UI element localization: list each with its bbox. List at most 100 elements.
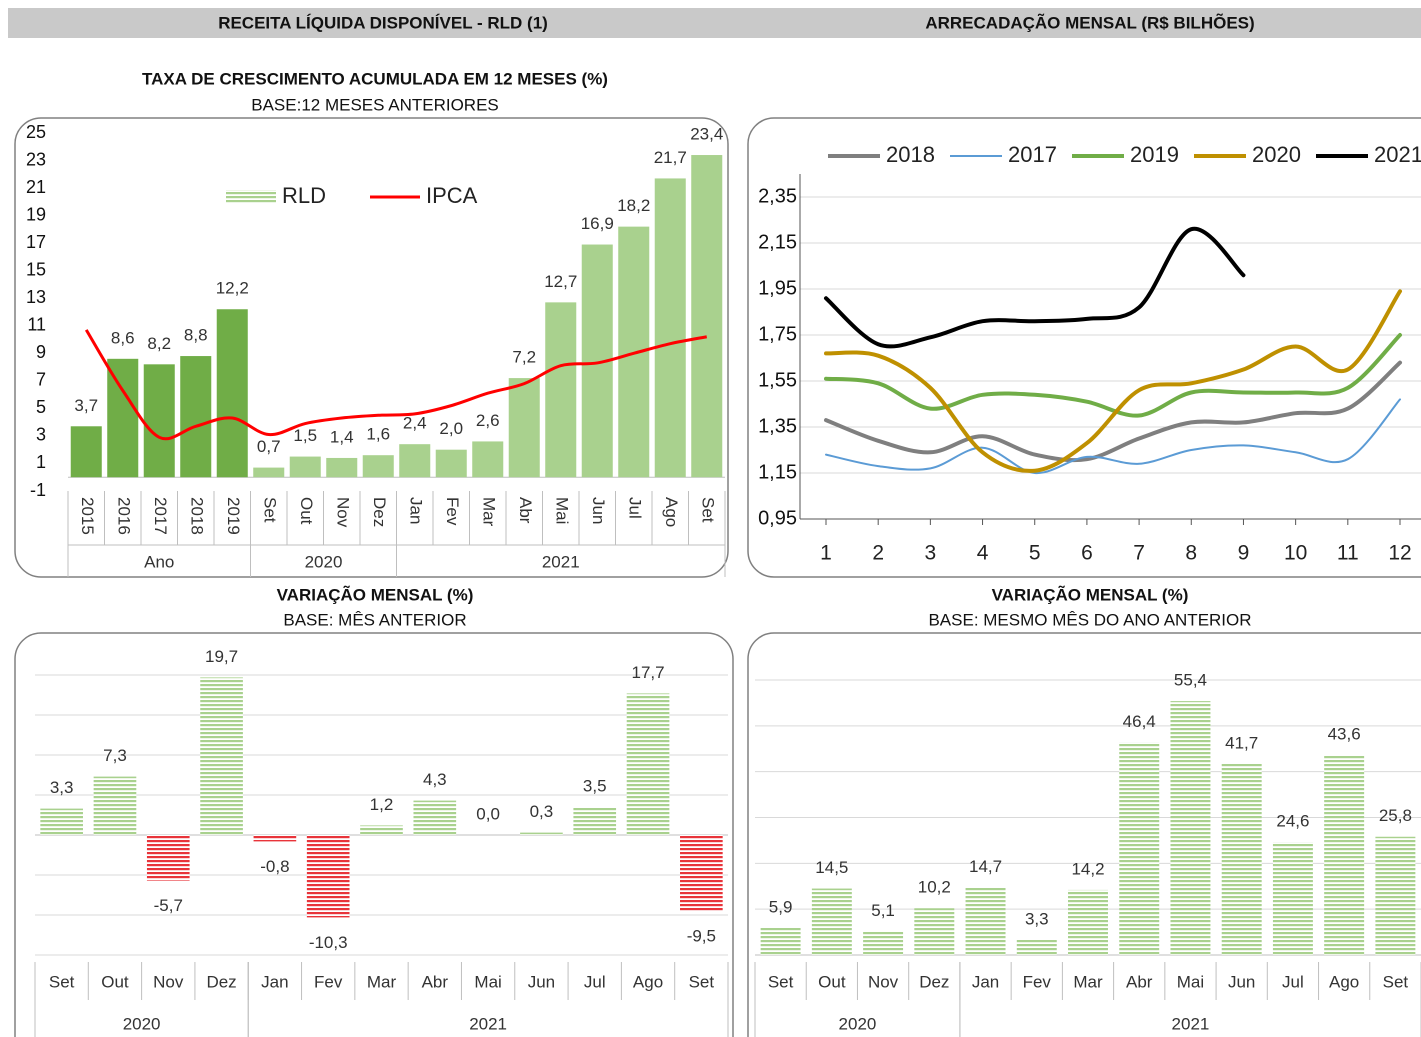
x-tick-label: Out xyxy=(297,497,316,525)
bar xyxy=(573,807,617,835)
x-tick-label: Dez xyxy=(919,972,949,991)
bar xyxy=(914,908,955,955)
bar xyxy=(863,931,904,955)
bar xyxy=(253,467,285,478)
header-bar xyxy=(8,8,1421,38)
data-label: 0,7 xyxy=(257,437,281,456)
x-tick-label: 2017 xyxy=(151,497,170,535)
x-tick-label: Ago xyxy=(1329,972,1359,991)
y-tick-label: 1,55 xyxy=(758,369,797,391)
data-label: -0,8 xyxy=(260,857,289,876)
x-tick-label: Abr xyxy=(1126,972,1153,991)
x-tick-label: Mai xyxy=(1177,972,1204,991)
x-tick-label: Dez xyxy=(370,497,389,527)
data-label: 21,7 xyxy=(654,148,687,167)
group-label: 2021 xyxy=(469,1014,507,1033)
line xyxy=(824,227,1246,349)
bar xyxy=(107,358,139,478)
x-tick-label: 2016 xyxy=(114,497,133,535)
group-label: 2021 xyxy=(1172,1014,1210,1033)
group-label: 2021 xyxy=(542,552,580,571)
data-label: 14,7 xyxy=(969,857,1002,876)
bar xyxy=(180,356,212,478)
y-tick-label: 3 xyxy=(36,425,46,445)
x-tick-label: Set xyxy=(768,972,794,991)
x-tick-label: Mar xyxy=(1073,972,1103,991)
legend-swatch xyxy=(226,190,276,204)
x-tick-label: Mar xyxy=(479,497,498,527)
x-tick-label: 6 xyxy=(1081,542,1093,565)
bar xyxy=(200,677,243,835)
data-label: 2,6 xyxy=(476,411,500,430)
x-tick-label: 11 xyxy=(1337,542,1359,565)
data-label: 1,5 xyxy=(293,426,317,445)
y-tick-label: 21 xyxy=(26,177,46,197)
bar xyxy=(811,888,852,955)
data-label: 25,8 xyxy=(1379,806,1412,825)
x-tick-label: 2015 xyxy=(78,497,97,535)
header-right: ARRECADAÇÃO MENSAL (R$ BILHÕES) xyxy=(925,12,1254,32)
y-tick-label: 2,15 xyxy=(758,231,797,253)
group-label: Ano xyxy=(144,552,174,571)
x-tick-label: Fev xyxy=(1023,972,1052,991)
line xyxy=(824,360,1402,463)
bar xyxy=(1272,842,1313,955)
data-label: 8,8 xyxy=(184,326,208,345)
panel xyxy=(14,632,734,1037)
x-tick-label: Set xyxy=(698,497,717,523)
y-tick-label: 7 xyxy=(36,370,46,390)
x-tick-label: Jan xyxy=(972,972,999,991)
x-tick-label: Jul xyxy=(625,497,644,519)
x-tick-label: 12 xyxy=(1388,542,1411,565)
bar xyxy=(306,835,350,918)
chart-title: TAXA DE CRESCIMENTO ACUMULADA EM 12 MESE… xyxy=(142,69,608,88)
data-label: 16,9 xyxy=(581,214,614,233)
x-tick-label: Set xyxy=(689,972,715,991)
bar xyxy=(146,835,190,881)
y-tick-label: 0,95 xyxy=(758,507,797,529)
bar xyxy=(435,449,467,478)
data-label: 10,2 xyxy=(918,878,951,897)
data-label: 3,5 xyxy=(583,776,607,795)
x-tick-label: Jan xyxy=(406,497,425,524)
bar xyxy=(216,309,248,478)
x-tick-label: Nov xyxy=(333,497,352,528)
header-left: RECEITA LÍQUIDA DISPONÍVEL - RLD (1) xyxy=(218,13,548,32)
data-label: 3,3 xyxy=(50,778,74,797)
x-tick-label: Dez xyxy=(206,972,236,991)
chart-subtitle: BASE: MÊS ANTERIOR xyxy=(283,610,466,629)
bar xyxy=(253,835,297,842)
y-tick-label: 17 xyxy=(26,232,46,252)
data-label: 7,2 xyxy=(512,348,536,367)
x-tick-label: 5 xyxy=(1029,542,1041,565)
y-tick-label: 2,35 xyxy=(758,185,797,207)
x-tick-label: 3 xyxy=(925,542,937,565)
bar xyxy=(1068,889,1108,955)
x-tick-label: 2019 xyxy=(224,497,243,535)
data-label: 1,6 xyxy=(366,425,390,444)
x-tick-label: 2018 xyxy=(187,497,206,535)
group-label: 2020 xyxy=(305,552,343,571)
x-tick-label: Out xyxy=(101,972,129,991)
data-label: 19,7 xyxy=(205,647,238,666)
panel xyxy=(14,117,729,578)
data-label: 2,4 xyxy=(403,414,427,433)
data-label: 3,7 xyxy=(74,396,98,415)
x-tick-label: Jul xyxy=(1282,972,1304,991)
data-label: 18,2 xyxy=(617,196,650,215)
legend-label: RLD xyxy=(282,183,326,208)
bar xyxy=(1375,836,1416,955)
data-label: 5,9 xyxy=(769,897,793,916)
data-label: 23,4 xyxy=(690,125,723,144)
x-tick-label: Out xyxy=(818,972,846,991)
x-tick-label: Abr xyxy=(516,497,535,524)
line xyxy=(825,398,1401,475)
x-tick-label: 2 xyxy=(872,542,884,565)
data-label: -5,7 xyxy=(154,896,183,915)
chart-title: VARIAÇÃO MENSAL (%) xyxy=(277,584,474,604)
x-tick-label: Fev xyxy=(314,972,343,991)
bar xyxy=(520,832,563,835)
bar xyxy=(360,825,403,835)
x-tick-label: Jun xyxy=(1228,972,1255,991)
